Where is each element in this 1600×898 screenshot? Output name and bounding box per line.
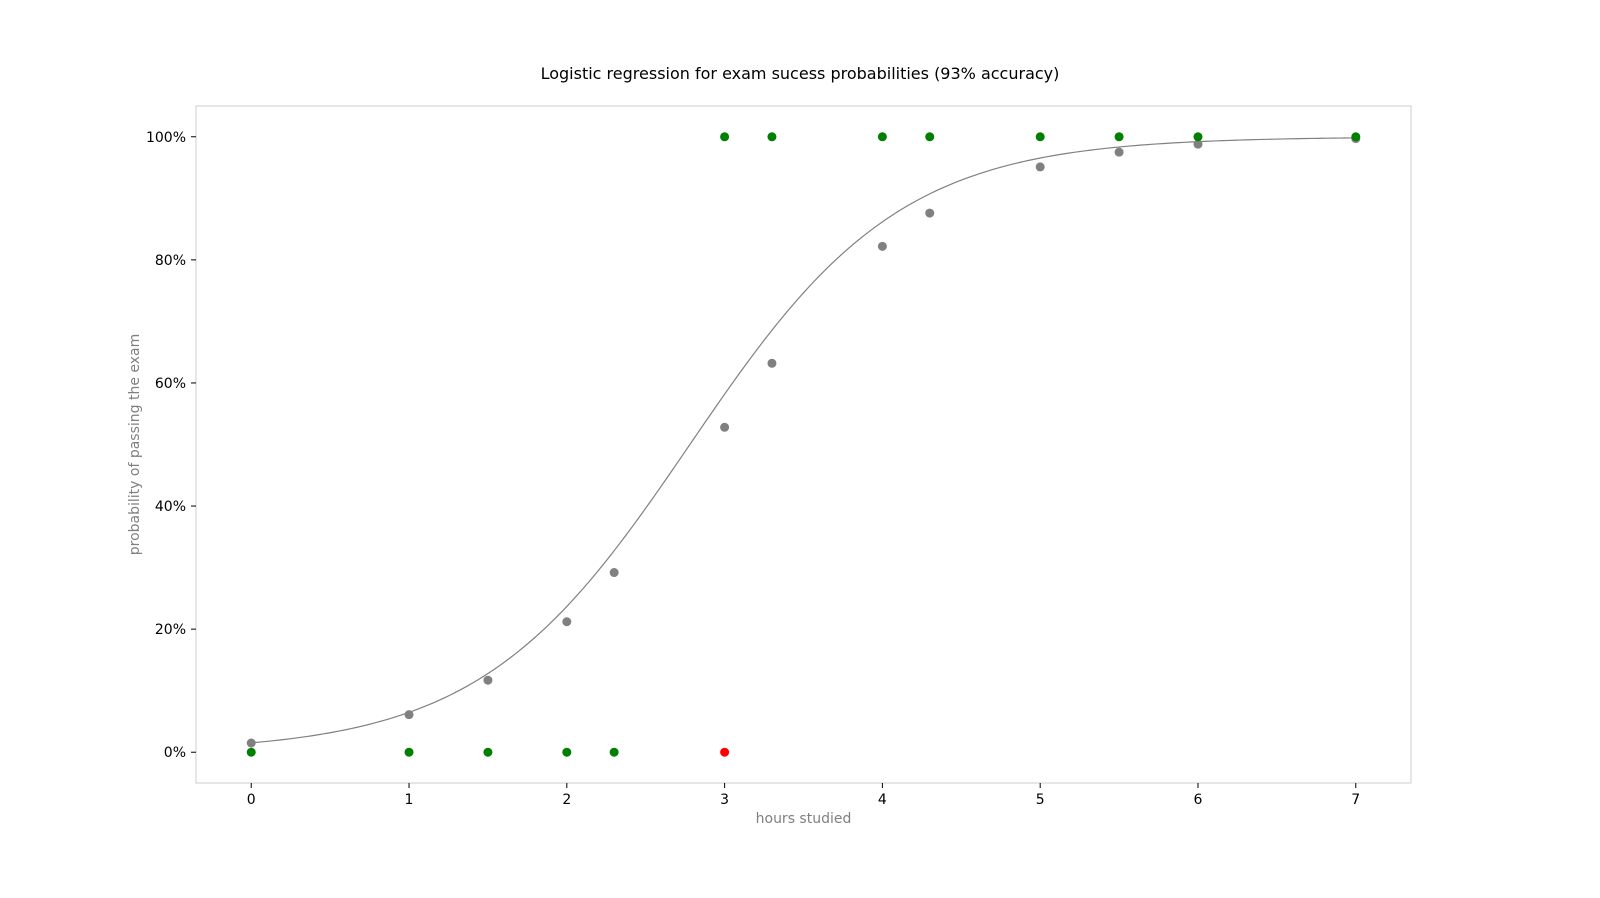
observation-point-incorrect [720,747,730,757]
observation-point-correct [1351,132,1361,142]
observation-point-correct [1193,132,1203,142]
observation-point-correct [483,747,493,757]
observation-point-correct [767,132,777,142]
x-tick-label: 1 [405,792,414,808]
y-tick-label: 20% [155,622,186,638]
prediction-point [877,241,887,251]
x-tick-label: 7 [1351,792,1360,808]
observation-point-correct [246,747,256,757]
prediction-point [609,568,619,578]
prediction-point [720,422,730,432]
prediction-point [246,738,256,748]
observation-points [246,132,1361,757]
prediction-points [246,134,1361,748]
logistic-curve [251,137,1356,744]
prediction-point [1035,162,1045,172]
observation-point-correct [1114,132,1124,142]
y-tick-label: 40% [155,499,186,515]
prediction-point [483,675,493,685]
observation-point-correct [925,132,935,142]
observation-point-correct [720,132,730,142]
chart-title: Logistic regression for exam sucess prob… [541,64,1060,83]
x-axis-label: hours studied [756,811,852,827]
x-tick-label: 0 [247,792,256,808]
prediction-point [925,208,935,218]
x-tick-label: 6 [1194,792,1203,808]
y-tick-label: 60% [155,376,186,392]
y-axis-ticks: 0% 20% 40% 60% 80% 100% [146,130,196,761]
x-tick-label: 3 [720,792,729,808]
observation-point-correct [609,747,619,757]
y-axis-label: probability of passing the exam [127,334,143,556]
x-tick-label: 5 [1036,792,1045,808]
plot-frame [195,105,1412,784]
prediction-point [1114,147,1124,157]
prediction-point [562,617,572,627]
observation-point-correct [1035,132,1045,142]
prediction-point [404,710,414,720]
prediction-point [767,358,777,368]
observation-point-correct [877,132,887,142]
observation-point-correct [404,747,414,757]
x-tick-label: 2 [562,792,571,808]
y-tick-label: 0% [164,745,186,761]
prediction-point [1193,139,1203,149]
y-tick-label: 100% [146,130,186,146]
observation-point-correct [562,747,572,757]
x-axis-ticks: 0 1 2 3 4 5 6 7 [247,783,1360,808]
y-tick-label: 80% [155,253,186,269]
x-tick-label: 4 [878,792,887,808]
